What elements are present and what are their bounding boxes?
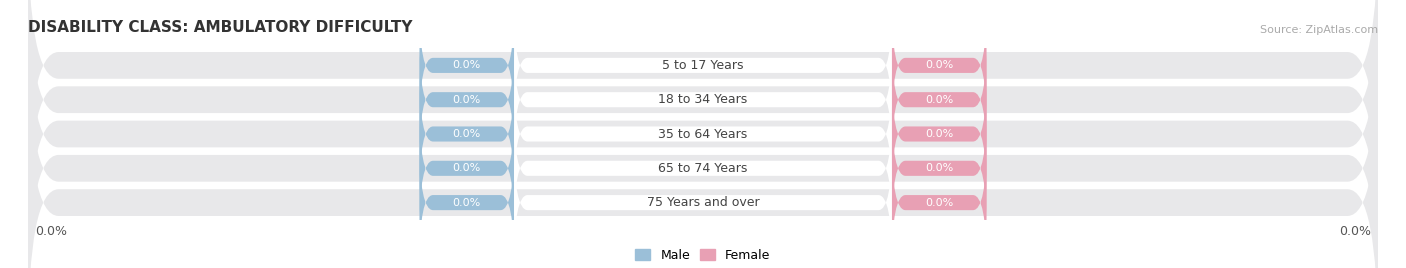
FancyBboxPatch shape — [515, 4, 891, 126]
FancyBboxPatch shape — [419, 39, 515, 161]
FancyBboxPatch shape — [419, 4, 515, 126]
FancyBboxPatch shape — [419, 107, 515, 229]
Legend: Male, Female: Male, Female — [636, 248, 770, 262]
FancyBboxPatch shape — [515, 39, 891, 161]
Text: 0.0%: 0.0% — [925, 60, 953, 70]
Text: 0.0%: 0.0% — [925, 198, 953, 208]
FancyBboxPatch shape — [891, 107, 987, 229]
FancyBboxPatch shape — [891, 39, 987, 161]
Text: 0.0%: 0.0% — [35, 225, 67, 238]
FancyBboxPatch shape — [28, 0, 1378, 206]
Text: 75 Years and over: 75 Years and over — [647, 196, 759, 209]
Text: DISABILITY CLASS: AMBULATORY DIFFICULTY: DISABILITY CLASS: AMBULATORY DIFFICULTY — [28, 20, 412, 35]
FancyBboxPatch shape — [891, 4, 987, 126]
Text: 18 to 34 Years: 18 to 34 Years — [658, 93, 748, 106]
FancyBboxPatch shape — [891, 73, 987, 195]
FancyBboxPatch shape — [28, 27, 1378, 268]
FancyBboxPatch shape — [891, 142, 987, 264]
Text: 0.0%: 0.0% — [925, 129, 953, 139]
FancyBboxPatch shape — [419, 142, 515, 264]
FancyBboxPatch shape — [515, 73, 891, 195]
Text: 0.0%: 0.0% — [453, 129, 481, 139]
FancyBboxPatch shape — [28, 62, 1378, 268]
Text: 35 to 64 Years: 35 to 64 Years — [658, 128, 748, 140]
Text: 0.0%: 0.0% — [453, 198, 481, 208]
Text: 0.0%: 0.0% — [925, 95, 953, 105]
Text: 0.0%: 0.0% — [453, 163, 481, 173]
Text: 0.0%: 0.0% — [925, 163, 953, 173]
Text: 0.0%: 0.0% — [453, 95, 481, 105]
FancyBboxPatch shape — [419, 73, 515, 195]
FancyBboxPatch shape — [28, 0, 1378, 268]
Text: 5 to 17 Years: 5 to 17 Years — [662, 59, 744, 72]
Text: 0.0%: 0.0% — [453, 60, 481, 70]
Text: 0.0%: 0.0% — [1339, 225, 1371, 238]
FancyBboxPatch shape — [28, 0, 1378, 241]
FancyBboxPatch shape — [515, 142, 891, 264]
Text: Source: ZipAtlas.com: Source: ZipAtlas.com — [1260, 24, 1378, 35]
FancyBboxPatch shape — [515, 107, 891, 229]
Text: 65 to 74 Years: 65 to 74 Years — [658, 162, 748, 175]
